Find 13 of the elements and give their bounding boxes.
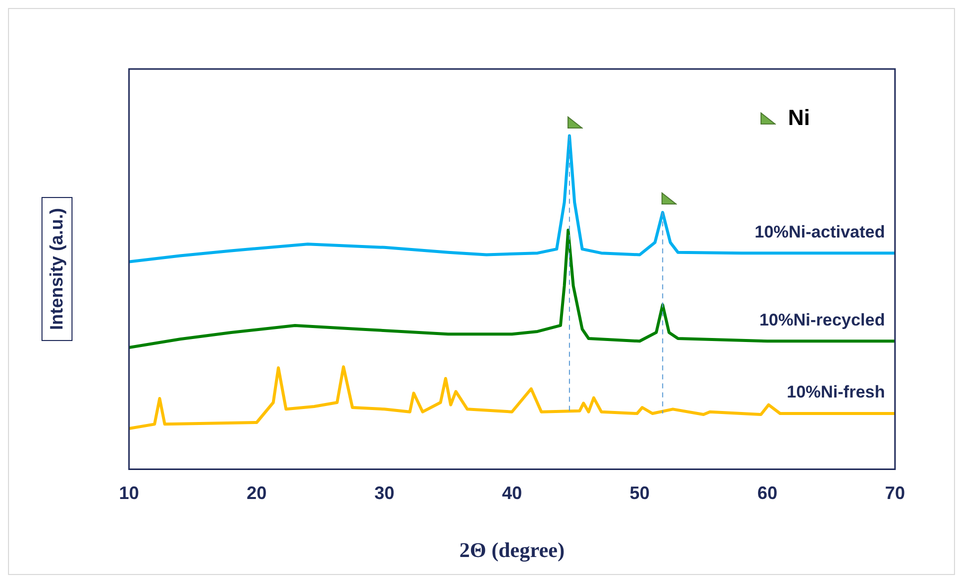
x-tick-label: 40 (502, 482, 522, 503)
series-label: 10%Ni-fresh (786, 382, 885, 402)
x-tick-label: 20 (246, 482, 267, 503)
x-tick-label: 30 (374, 482, 394, 503)
text: Ni (788, 105, 810, 131)
series-label: 10%Ni-recycled (759, 310, 885, 330)
y-axis-title: Intensity (a.u.) (42, 197, 72, 342)
x-tick-label: 60 (757, 482, 778, 503)
series-label: 10%Ni-activated (754, 222, 885, 242)
x-tick-label: 50 (630, 482, 650, 503)
x-tick-label: 10 (118, 482, 140, 503)
x-axis-title: 2Θ (degree) (459, 538, 565, 562)
x-tick-label: 70 (884, 482, 906, 503)
